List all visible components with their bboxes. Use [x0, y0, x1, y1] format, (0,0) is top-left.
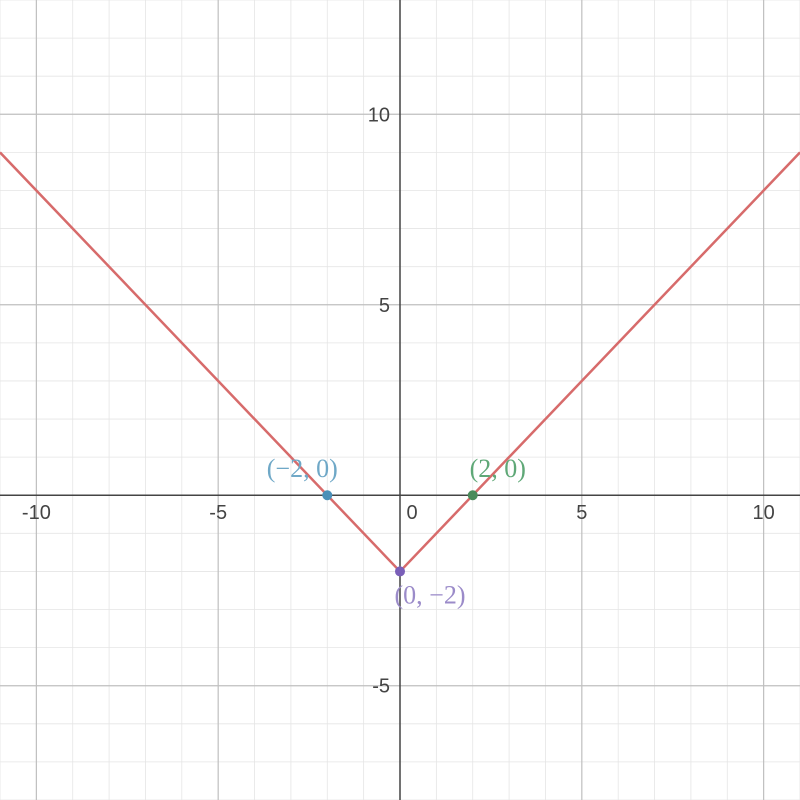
y-tick-label: 5 [379, 295, 390, 317]
origin-label: 0 [406, 502, 417, 524]
point-label: (2, 0) [470, 454, 526, 483]
coordinate-plane-chart: -10 -5 5 10 -5 5 10 0 (−2, 0) (2, 0) (0, −2) [0, 0, 800, 800]
x-tick-label: -10 [22, 502, 51, 524]
point-label: (−2, 0) [267, 454, 338, 483]
x-tick-label: 10 [753, 502, 775, 524]
point-marker [322, 490, 332, 500]
x-tick-label: 5 [576, 502, 587, 524]
point-marker [395, 566, 405, 576]
chart-container: -10 -5 5 10 -5 5 10 0 (−2, 0) (2, 0) (0, −2) [0, 0, 800, 800]
y-tick-label: -5 [372, 676, 390, 698]
point-label: (0, −2) [395, 580, 466, 609]
x-tick-label: -5 [209, 502, 227, 524]
point-marker [468, 490, 478, 500]
y-tick-label: 10 [368, 104, 390, 126]
